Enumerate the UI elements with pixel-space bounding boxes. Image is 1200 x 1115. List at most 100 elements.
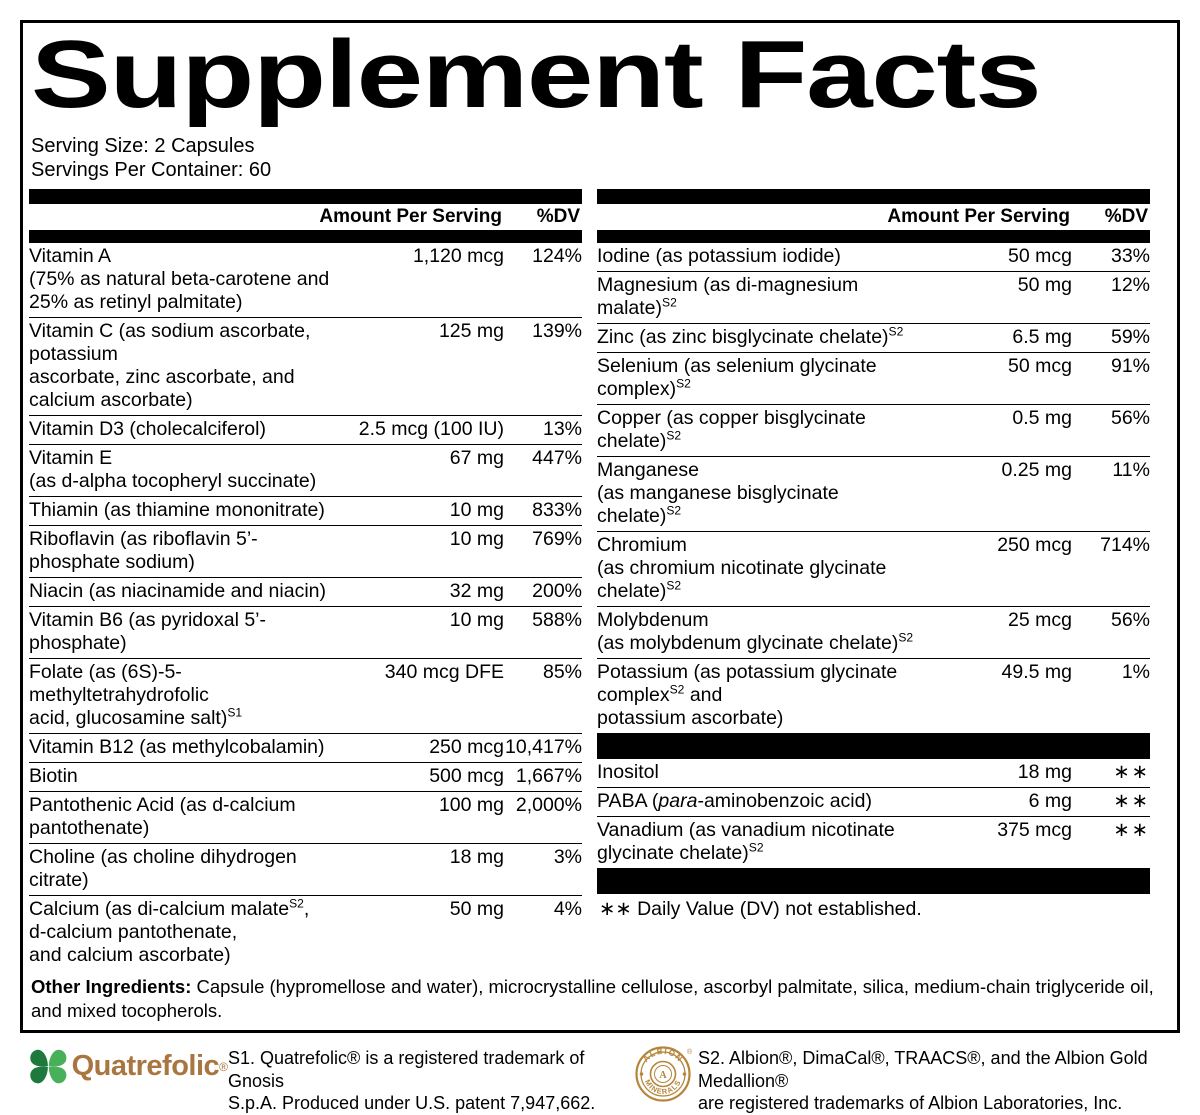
- nutrient-name: Vitamin B12 (as methylcobalamin): [29, 733, 332, 763]
- nutrient-amount: 0.5 mg: [922, 404, 1072, 457]
- nutrient-name: Iodine (as potassium iodide): [597, 242, 922, 272]
- right-column-header: Amount Per Serving %DV: [597, 204, 1150, 230]
- nutrient-name: Magnesium (as di-magnesium malate)S2: [597, 271, 922, 324]
- nutrient-name-line2: (as chromium nicotinate glycinate chelat…: [597, 556, 887, 602]
- nutrient-name: PABA (para-aminobenzoic acid): [597, 787, 922, 817]
- nutrient-name-line1: Vitamin E: [29, 446, 113, 469]
- nutrient-daily-value: 588%: [504, 606, 582, 659]
- nutrient-name-line1: Choline (as choline dihydrogen citrate): [29, 845, 297, 891]
- nutrient-row: Potassium (as potassium glycinate comple…: [597, 658, 1150, 733]
- nutrient-amount: 100 mg: [332, 791, 504, 844]
- nutrient-row: Inositol 18 mg ∗∗: [597, 758, 1150, 788]
- nutrient-name-line1: Vanadium (as vanadium nicotinate glycina…: [597, 818, 895, 864]
- nutrient-name-line2: (75% as natural beta-carotene and 25% as…: [29, 267, 330, 313]
- nutrient-daily-value: 4%: [553, 897, 582, 920]
- nutrient-row: Choline (as choline dihydrogen citrate) 1…: [29, 843, 582, 896]
- servings-per-container: Servings Per Container: 60: [31, 159, 272, 182]
- left-top-rule: [29, 188, 582, 204]
- nutrient-name: Selenium (as selenium glycinate complex)…: [597, 352, 922, 405]
- nutrient-name: Vitamin E (as d-alpha tocopheryl succinat…: [29, 444, 332, 497]
- nutrient-amount: 6.5 mg: [922, 323, 1072, 353]
- nutrient-daily-value: 10,417%: [504, 733, 582, 763]
- nutrient-row: Manganese (as manganese bisglycinate chel…: [597, 456, 1150, 532]
- nutrient-name: Zinc (as zinc bisglycinate chelate)S2: [597, 323, 922, 353]
- footnote-s2-line1: S2. Albion®, DimaCal®, TRAACS®, and the …: [698, 1047, 1148, 1091]
- left-nutrient-column: Amount Per Serving %DV Vitamin A (75% as …: [29, 188, 582, 970]
- nutrient-name-line1: Vitamin C (as sodium ascorbate, potassiu…: [29, 319, 311, 365]
- nutrient-name: Molybdenum (as molybdenum glycinate chela…: [597, 606, 922, 659]
- nutrient-daily-value: 124%: [504, 242, 582, 318]
- nutrient-row: Niacin (as niacinamide and niacin) 32 mg 2…: [29, 577, 582, 607]
- other-ingredients: Other Ingredients: Capsule (hypromellose…: [20, 969, 1180, 1033]
- nutrient-name: Pantothenic Acid (as d-calcium pantothen…: [29, 791, 332, 844]
- nutrient-name-line2: and calcium ascorbate): [29, 943, 231, 966]
- left-header-rule: [29, 229, 582, 243]
- nutrient-amount: 2.5 mcg (100 IU): [332, 415, 504, 445]
- svg-text:®: ®: [687, 1048, 692, 1056]
- nutrient-name-line1: Biotin: [29, 764, 78, 787]
- nutrient-daily-value: ∗∗: [1113, 818, 1150, 841]
- nutrient-name: Niacin (as niacinamide and niacin): [29, 577, 332, 607]
- nutrient-daily-value: 3%: [504, 843, 582, 896]
- clover-icon: [30, 1049, 67, 1084]
- nutrient-name-line2: ascorbate, zinc ascorbate, and calcium a…: [29, 365, 295, 411]
- medallion-icon: A ALBION MINERALS ®: [635, 1046, 692, 1102]
- nutrient-row: Vitamin E (as d-alpha tocopheryl succinat…: [29, 444, 582, 497]
- nutrition-columns: Amount Per Serving %DV Vitamin A (75% as …: [20, 188, 1180, 970]
- footnote-s1-line1: S1. Quatrefolic® is a registered tradema…: [228, 1047, 585, 1091]
- nutrient-daily-value: ∗∗: [1072, 758, 1150, 788]
- nutrient-name-line1: Inositol: [597, 760, 659, 783]
- nutrient-name: Folate (as (6S)-5-methyltetrahydrofolic a…: [29, 658, 332, 734]
- nutrient-name-line1: Niacin (as niacinamide and niacin): [29, 579, 326, 602]
- nutrient-name-line1: Magnesium (as di-magnesium malate)S2: [597, 273, 859, 319]
- nutrient-name-line1: Zinc (as zinc bisglycinate chelate)S2: [597, 324, 904, 348]
- footnote-s1-line2: S.p.A. Produced under U.S. patent 7,947,…: [228, 1093, 596, 1114]
- nutrient-daily-value: 139%: [504, 317, 582, 416]
- nutrient-name: Biotin: [29, 762, 332, 792]
- nutrient-daily-value: 56%: [1072, 606, 1150, 659]
- nutrient-name-line1: Copper (as copper bisglycinate chelate)S…: [597, 406, 866, 452]
- nutrient-row: Magnesium (as di-magnesium malate)S2 50 m…: [597, 271, 1150, 324]
- footnote-s1-text: S1. Quatrefolic® is a registered tradema…: [228, 1045, 628, 1115]
- nutrient-amount: 10 mg: [332, 606, 504, 659]
- page-title: Supplement Facts: [31, 22, 1042, 128]
- nutrient-name-line1: Folate (as (6S)-5-methyltetrahydrofolic: [29, 660, 209, 706]
- footnote-s2: A ALBION MINERALS ® S2. Albion®, DimaCal…: [628, 1045, 1173, 1115]
- nutrient-name-line1: Pantothenic Acid (as d-calcium pantothen…: [29, 793, 296, 839]
- nutrient-name-line1: Thiamin (as thiamine mononitrate): [29, 498, 325, 521]
- nutrient-row: Pantothenic Acid (as d-calcium pantothen…: [29, 791, 582, 844]
- quatrefolic-registered-mark: ®: [219, 1059, 228, 1074]
- nutrient-row: Vitamin C (as sodium ascorbate, potassiu…: [29, 317, 582, 416]
- nutrient-daily-value: 200%: [504, 577, 582, 607]
- nutrient-daily-value: 833%: [504, 496, 582, 526]
- nutrient-row: Riboflavin (as riboflavin 5’-phosphate s…: [29, 525, 582, 578]
- nutrient-amount: 50 mcg: [922, 352, 1072, 405]
- footnote-s2-line2: are registered trademarks of Albion Labo…: [698, 1093, 1123, 1114]
- left-header-dv: %DV: [536, 205, 580, 227]
- nutrient-amount: 340 mcg DFE: [332, 658, 504, 734]
- left-column-header: Amount Per Serving %DV: [29, 204, 582, 230]
- nutrient-amount: 25 mcg: [922, 606, 1072, 659]
- nutrient-name: Inositol: [597, 758, 922, 788]
- right-header-rule: [597, 229, 1150, 243]
- right-header-amount: Amount Per Serving: [887, 205, 1070, 227]
- quatrefolic-logo: Quatrefolic ®: [28, 1045, 228, 1089]
- nutrient-amount: 6 mg: [922, 787, 1072, 817]
- nutrient-name: Potassium (as potassium glycinate comple…: [597, 658, 922, 733]
- nutrient-row: Copper (as copper bisglycinate chelate)S…: [597, 404, 1150, 457]
- nutrient-name-line1: Selenium (as selenium glycinate complex)…: [597, 354, 877, 400]
- trademark-ref: S2: [898, 630, 914, 645]
- nutrient-amount: 125 mg: [332, 317, 504, 416]
- nutrient-amount: 10 mg: [332, 496, 504, 526]
- nutrient-name: Vitamin C (as sodium ascorbate, potassiu…: [29, 317, 332, 416]
- nutrient-row: Molybdenum (as molybdenum glycinate chela…: [597, 606, 1150, 659]
- nutrient-row: Vitamin B6 (as pyridoxal 5’-phosphate) 10…: [29, 606, 582, 659]
- right-top-rule: [597, 188, 1150, 204]
- nutrient-amount: 50 mg: [922, 271, 1072, 324]
- nutrient-name: Vitamin B6 (as pyridoxal 5’-phosphate): [29, 606, 332, 659]
- nutrient-daily-value: 13%: [504, 415, 582, 445]
- nutrient-name-line2: (as molybdenum glycinate chelate)S2: [597, 630, 914, 654]
- nutrient-amount: 67 mg: [332, 444, 504, 497]
- nutrient-amount: 250 mcg: [332, 733, 504, 763]
- nutrient-name-line1: Molybdenum: [597, 608, 709, 631]
